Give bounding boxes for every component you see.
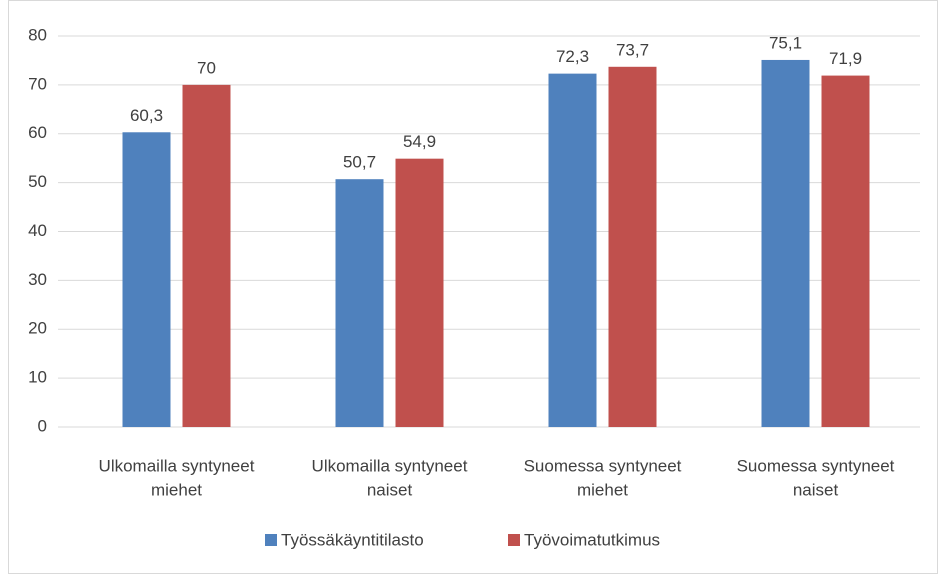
x-tick-label: Ulkomailla syntyneet [312,456,468,475]
bar [122,132,171,427]
bar [821,75,870,428]
y-tick-label: 40 [28,221,47,240]
data-label: 75,1 [769,33,802,52]
y-tick-label: 70 [28,74,47,93]
data-label: 50,7 [343,153,376,172]
y-tick-label: 30 [28,270,47,289]
bar [548,73,597,427]
y-tick-label: 20 [28,319,47,338]
x-tick-label: Suomessa syntyneet [524,456,682,475]
y-tick-label: 10 [28,368,47,387]
x-tick-label: miehet [151,480,202,499]
legend-swatch [508,534,520,546]
data-label: 70 [197,58,216,77]
x-tick-label: naiset [793,480,839,499]
bar [335,179,384,427]
legend-swatch [265,534,277,546]
data-label: 71,9 [829,49,862,68]
data-label: 54,9 [403,132,436,151]
data-label: 72,3 [556,47,589,66]
y-tick-label: 60 [28,123,47,142]
x-tick-label: Ulkomailla syntyneet [99,456,255,475]
legend-label: Työvoimatutkimus [524,530,660,549]
x-tick-label: naiset [367,480,413,499]
y-tick-label: 50 [28,172,47,191]
y-tick-label: 80 [28,25,47,44]
legend-label: Työssäkäyntitilasto [281,530,424,549]
bar [761,59,810,427]
bar [182,84,231,427]
bar [395,158,444,427]
y-tick-label: 0 [38,416,47,435]
data-label: 73,7 [616,40,649,59]
bar [608,66,657,427]
x-tick-label: miehet [577,480,628,499]
data-label: 60,3 [130,106,163,125]
x-tick-label: Suomessa syntyneet [737,456,895,475]
